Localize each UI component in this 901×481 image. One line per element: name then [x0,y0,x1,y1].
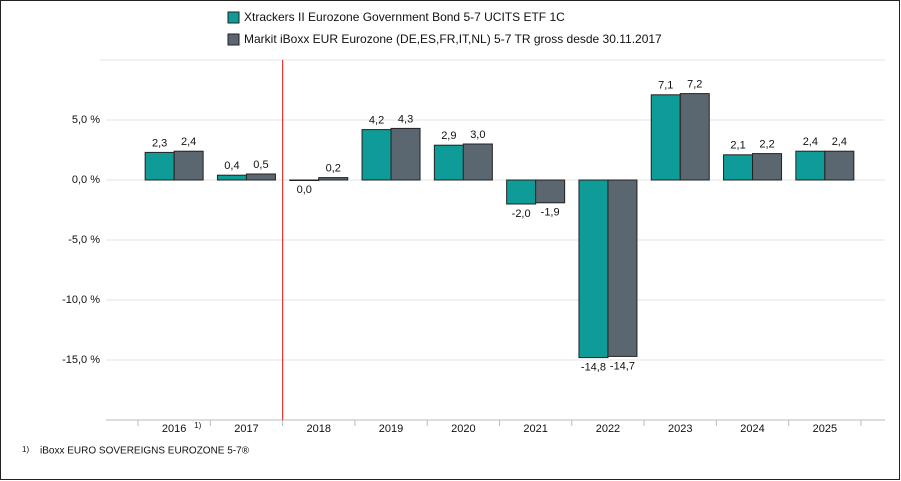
bar [752,153,783,181]
x-tick-label: 2023 [668,423,692,435]
y-tick-label: 5,0 % [72,114,100,126]
legend-label: Markit iBoxx EUR Eurozone (DE,ES,FR,IT,N… [244,32,662,46]
bar [607,179,638,357]
x-tick-label: 2020 [451,423,475,435]
data-label: 7,1 [658,80,673,92]
footnote-text: iBoxx EURO SOVEREIGNS EUROZONE 5-7® [40,446,250,457]
y-tick-label: -10,0 % [62,294,100,306]
footnote-marker: 1) [22,445,29,454]
data-label: 3,0 [470,129,485,141]
y-tick-label: 0,0 % [72,174,100,186]
bar [216,174,247,181]
bar [433,144,464,181]
x-tick-label: 2019 [379,423,403,435]
y-tick-label: -15,0 % [62,354,100,366]
bar [506,179,537,205]
data-label: 2,2 [759,139,774,151]
x-tick-label: 2017 [234,423,258,435]
data-label: 0,2 [326,163,341,175]
legend-label: Xtrackers II Eurozone Government Bond 5-… [244,10,565,24]
data-label: 2,4 [181,136,196,148]
bar [361,129,392,181]
bar [535,179,566,204]
data-label: 2,1 [730,140,745,152]
x-tick-label: 2016 [162,423,186,435]
x-tick-label: 2025 [813,423,837,435]
bar [318,177,349,181]
x-tick-label: 2018 [307,423,331,435]
data-label: 4,3 [398,113,413,125]
data-label: 2,9 [441,130,456,142]
data-label: 2,3 [152,137,167,149]
bar [578,179,609,359]
data-label: 0,4 [224,160,239,172]
y-tick-label: -5,0 % [68,234,100,246]
data-label: 2,4 [832,136,847,148]
bar [144,151,175,181]
bar [650,94,681,181]
x-tick-label: 2022 [596,423,620,435]
data-label: 0,5 [253,159,268,171]
legend-swatch [227,11,240,24]
data-label: 2,4 [803,136,818,148]
data-label: -1,9 [541,207,560,219]
bar [245,173,276,181]
footnote-marker: 1) [194,421,201,430]
bar [723,154,754,181]
data-label: 7,2 [687,79,702,91]
legend-swatch [227,33,240,46]
data-label: 4,2 [369,115,384,127]
bar [390,127,421,181]
data-label: -14,8 [581,362,606,374]
data-label: -2,0 [512,208,531,220]
bar [679,93,710,181]
data-label: -14,7 [610,360,635,372]
data-label: 0,0 [297,184,312,196]
bar [824,150,855,181]
bar [462,143,493,181]
bar [795,150,826,181]
bar [289,179,320,181]
x-tick-label: 2024 [740,423,764,435]
x-tick-label: 2021 [523,423,547,435]
bar [173,150,204,181]
